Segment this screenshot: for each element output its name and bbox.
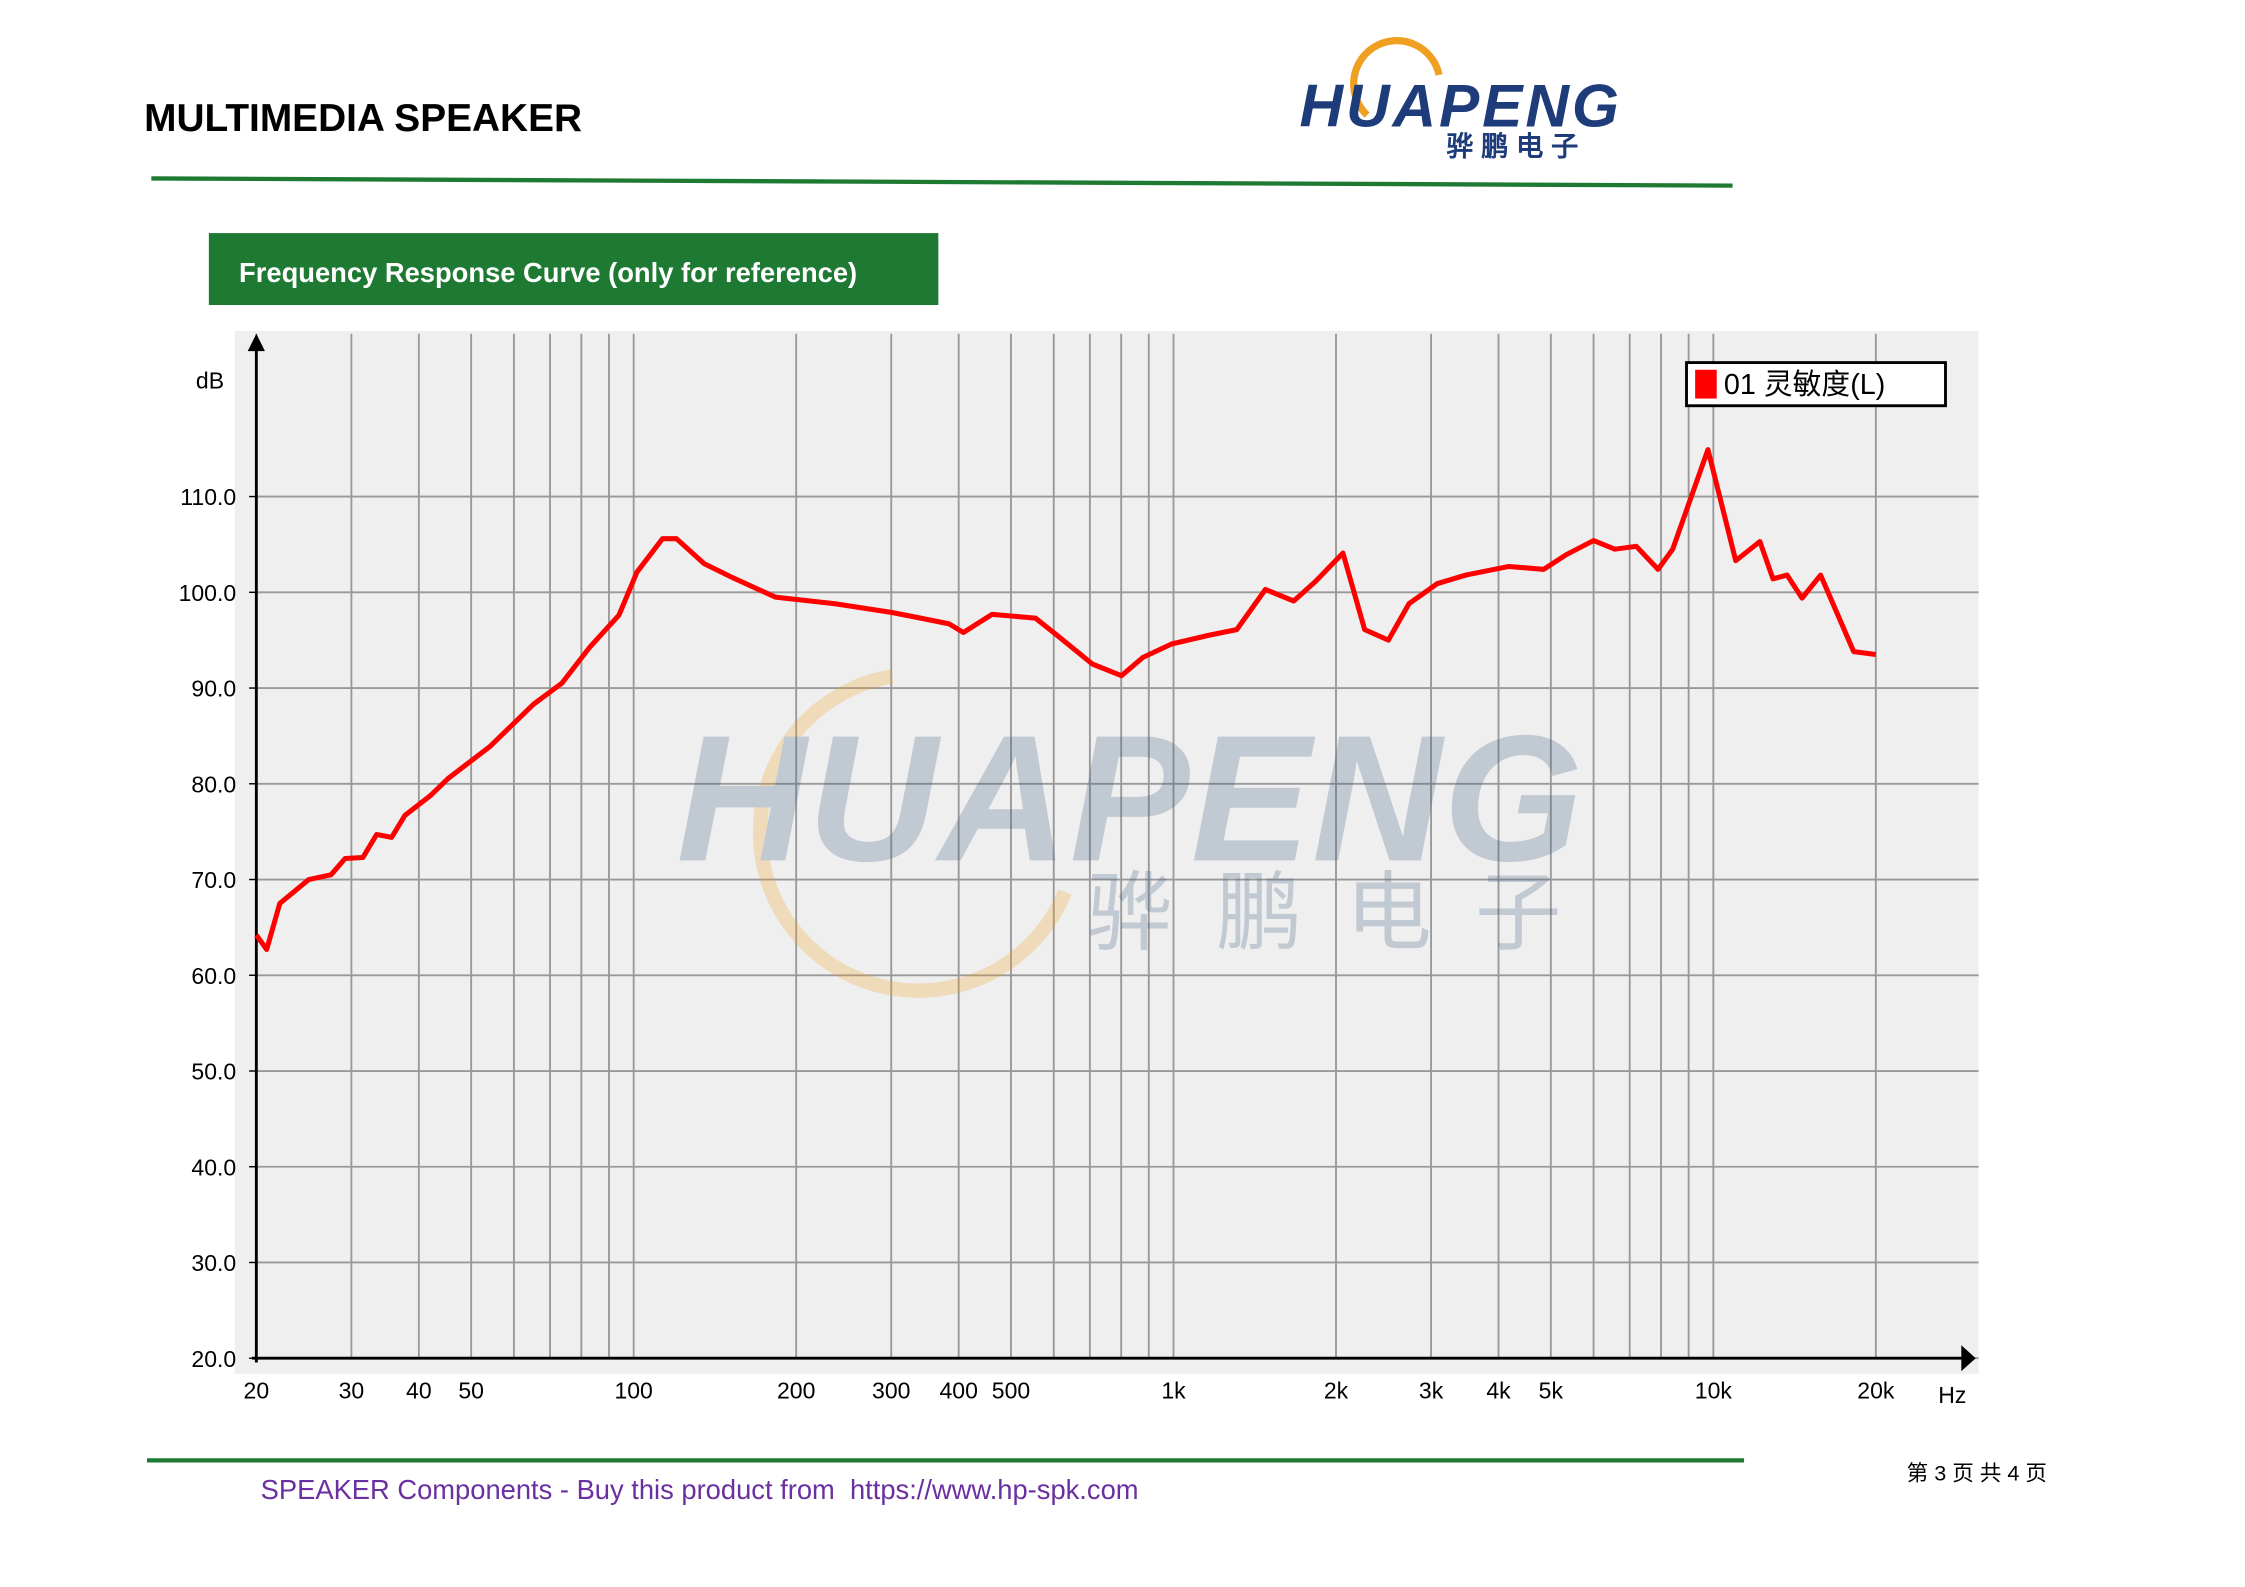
x-tick-label: 30 — [339, 1378, 365, 1404]
page-number: 第 3 页 共 4 页 — [1907, 1461, 2047, 1486]
x-tick-label: 400 — [939, 1378, 977, 1404]
x-tick-label: 300 — [872, 1378, 910, 1404]
x-tick-label: 2k — [1324, 1378, 1349, 1404]
y-tick-label: 110.0 — [180, 484, 236, 510]
y-tick-label: 70.0 — [191, 867, 236, 893]
x-tick-label: 500 — [992, 1378, 1030, 1404]
x-tick-label: 200 — [777, 1378, 815, 1404]
x-tick-label: 20 — [244, 1378, 270, 1404]
section-box — [208, 233, 939, 306]
y-tick-label: 20.0 — [191, 1346, 236, 1372]
y-axis-arrow — [247, 333, 265, 352]
legend-swatch — [1695, 369, 1717, 399]
y-tick-label: 30.0 — [191, 1250, 236, 1276]
x-axis-arrow — [1961, 1345, 1976, 1372]
watermark: HUAPENG 骅 鹏 电 子 — [676, 669, 1583, 998]
y-tick-label: 60.0 — [191, 963, 236, 989]
x-tick-label: 1k — [1161, 1378, 1186, 1404]
legend-label: 01 灵敏度(L) — [1724, 369, 1885, 401]
x-tick-label: 5k — [1539, 1378, 1564, 1404]
logo-sub: 骅 鹏 电 子 — [1446, 130, 1578, 161]
legend-box — [1685, 361, 1947, 408]
header-title: MULTIMEDIA SPEAKER — [144, 97, 582, 140]
footer-text: SPEAKER Components - Buy this product fr… — [261, 1474, 1139, 1505]
watermark-sub: 骅 鹏 电 子 — [1087, 865, 1562, 961]
y-tick-label: 40.0 — [191, 1154, 236, 1180]
x-tick-label: 50 — [458, 1378, 484, 1404]
y-tick-label: 100.0 — [179, 580, 237, 606]
y-tick-label: 80.0 — [191, 771, 236, 797]
section-title: Frequency Response Curve (only for refer… — [239, 257, 857, 288]
y-tick-label: 50.0 — [191, 1059, 236, 1085]
header-rule — [151, 176, 1733, 188]
x-axis-label: Hz — [1938, 1382, 1966, 1408]
watermark-name: HUAPENG — [676, 698, 1582, 899]
x-tick-label: 10k — [1695, 1378, 1733, 1404]
plot: 20.0 30.0 40.0 50.0 60.0 70.0 80.0 90.0 100.0 110… — [179, 333, 1979, 1408]
x-tick-label: 100 — [614, 1378, 652, 1404]
logo-arc — [1350, 37, 1443, 118]
y-axis-label: dB — [196, 367, 224, 393]
logo-name: HUAPENG — [1299, 72, 1618, 140]
x-tick-label: 4k — [1486, 1378, 1511, 1404]
x-tick-label: 40 — [406, 1378, 432, 1404]
x-tick-label: 3k — [1419, 1378, 1444, 1404]
x-tick-label: 20k — [1857, 1378, 1895, 1404]
y-tick-label: 90.0 — [191, 676, 236, 702]
response-curve — [254, 447, 1877, 952]
